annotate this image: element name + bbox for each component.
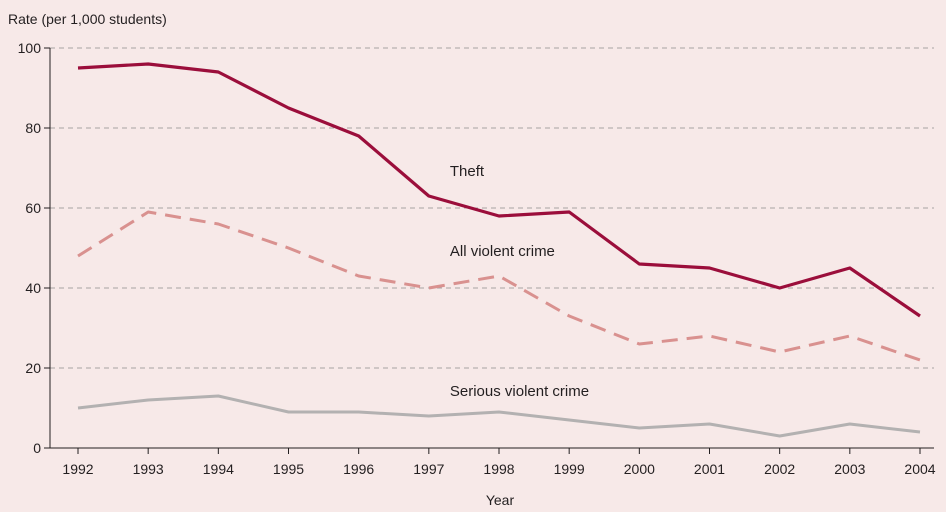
x-tick-label: 1996	[343, 461, 374, 477]
x-tick-label: 1998	[483, 461, 514, 477]
y-tick-label: 100	[18, 40, 42, 56]
y-axis-title: Rate (per 1,000 students)	[8, 11, 167, 27]
x-tick-label: 1992	[62, 461, 93, 477]
y-tick-label: 0	[33, 440, 41, 456]
y-tick-label: 80	[25, 120, 41, 136]
y-tick-label: 40	[25, 280, 41, 296]
x-axis-title: Year	[486, 492, 515, 508]
series-line-theft	[77, 62, 921, 318]
axes: 0 20 40 60 80 100 1992 1993 1994 1995 1996 1997 1998…	[18, 40, 936, 477]
x-tick-label: 2003	[834, 461, 865, 477]
series-lines	[77, 62, 921, 438]
x-tick-label: 1999	[554, 461, 585, 477]
x-tick-label: 1995	[273, 461, 304, 477]
x-tick-label: 2004	[904, 461, 935, 477]
series-labels: Theft All violent crime Serious violent cr…	[450, 163, 589, 400]
x-tick-label: 1994	[203, 461, 234, 477]
series-label-serious-violent-crime: Serious violent crime	[450, 383, 589, 400]
y-tick-label: 60	[25, 200, 41, 216]
series-label-theft: Theft	[450, 163, 485, 180]
x-tick-label: 1993	[133, 461, 164, 477]
grid-lines	[50, 47, 934, 369]
series-label-all-violent-crime: All violent crime	[450, 243, 555, 260]
x-tick-label: 1997	[413, 461, 444, 477]
y-tick-label: 20	[25, 360, 41, 376]
x-tick-label: 2001	[694, 461, 725, 477]
x-tick-label: 2002	[764, 461, 795, 477]
x-tick-label: 2000	[624, 461, 655, 477]
series-line-all-violent-crime	[77, 210, 921, 362]
series-line-serious-violent-crime	[77, 394, 921, 438]
